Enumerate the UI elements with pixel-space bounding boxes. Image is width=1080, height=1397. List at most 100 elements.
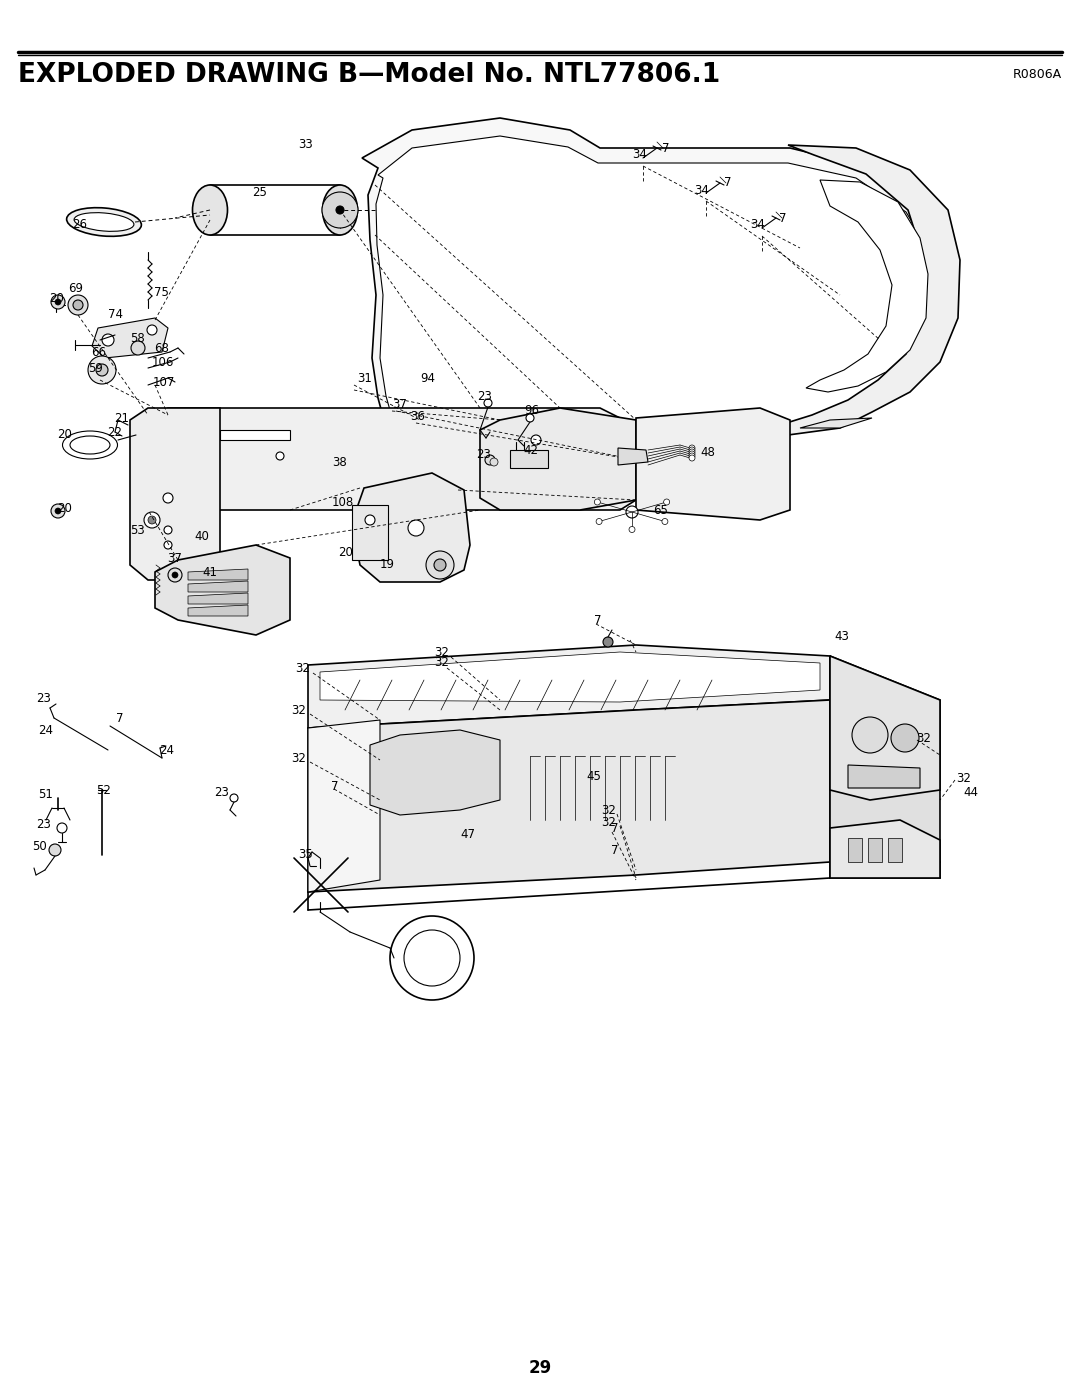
Polygon shape [148, 408, 636, 510]
Text: 23: 23 [214, 785, 229, 799]
Text: 107: 107 [153, 376, 175, 388]
Text: 7: 7 [611, 845, 619, 858]
Text: 32: 32 [434, 657, 449, 669]
Text: 7: 7 [611, 823, 619, 835]
Circle shape [689, 447, 696, 453]
Polygon shape [156, 545, 291, 636]
Circle shape [68, 295, 87, 314]
Circle shape [144, 511, 160, 528]
Circle shape [164, 541, 172, 549]
Polygon shape [636, 408, 789, 520]
Polygon shape [510, 450, 548, 468]
Text: 32: 32 [291, 752, 306, 764]
Circle shape [322, 191, 357, 228]
Polygon shape [220, 430, 291, 440]
Text: 31: 31 [357, 372, 372, 384]
Text: 66: 66 [91, 345, 106, 359]
Text: 94: 94 [420, 372, 435, 384]
Text: 33: 33 [298, 138, 313, 151]
Ellipse shape [67, 208, 141, 236]
Text: 38: 38 [332, 457, 347, 469]
Circle shape [596, 518, 602, 524]
Polygon shape [308, 645, 831, 728]
Text: 41: 41 [202, 567, 217, 580]
Circle shape [51, 504, 65, 518]
Circle shape [689, 451, 696, 457]
Circle shape [163, 493, 173, 503]
Circle shape [484, 400, 492, 407]
Polygon shape [308, 719, 380, 893]
Polygon shape [848, 766, 920, 788]
Polygon shape [800, 418, 872, 427]
Circle shape [168, 569, 183, 583]
Ellipse shape [75, 212, 134, 232]
Text: 24: 24 [38, 725, 53, 738]
Polygon shape [188, 605, 248, 616]
Circle shape [689, 446, 696, 451]
Polygon shape [831, 820, 940, 877]
Polygon shape [831, 657, 940, 800]
Text: 32: 32 [434, 645, 449, 658]
Text: R0806A: R0806A [1013, 68, 1062, 81]
Bar [639, 158, 647, 166]
Circle shape [490, 458, 498, 467]
Text: 45: 45 [586, 771, 600, 784]
Text: 53: 53 [130, 524, 145, 538]
Polygon shape [848, 838, 862, 862]
Circle shape [663, 499, 670, 504]
Circle shape [603, 637, 613, 647]
Ellipse shape [323, 184, 357, 235]
Text: 96: 96 [524, 404, 539, 416]
Circle shape [626, 506, 638, 518]
Circle shape [594, 499, 600, 504]
Text: 50: 50 [32, 840, 46, 852]
Text: 32: 32 [600, 816, 616, 830]
Circle shape [365, 515, 375, 525]
Polygon shape [370, 731, 500, 814]
Text: 34: 34 [632, 148, 647, 162]
Text: 35: 35 [298, 848, 313, 861]
Polygon shape [806, 180, 928, 393]
Circle shape [73, 300, 83, 310]
Text: 20: 20 [338, 545, 353, 559]
Circle shape [49, 844, 60, 856]
Text: 32: 32 [916, 732, 931, 745]
Text: 7: 7 [724, 176, 731, 190]
Polygon shape [188, 592, 248, 604]
Text: 37: 37 [392, 398, 407, 411]
Circle shape [276, 453, 284, 460]
Circle shape [426, 550, 454, 578]
Circle shape [532, 451, 540, 460]
Polygon shape [376, 136, 934, 464]
Polygon shape [188, 569, 248, 580]
Text: 65: 65 [653, 503, 667, 517]
Circle shape [172, 571, 178, 578]
Circle shape [96, 365, 108, 376]
Circle shape [526, 414, 534, 422]
Text: 52: 52 [96, 785, 111, 798]
Bar [758, 228, 766, 236]
Text: 20: 20 [49, 292, 64, 306]
Polygon shape [362, 117, 940, 475]
Text: 22: 22 [107, 426, 122, 439]
Polygon shape [92, 319, 168, 358]
Text: 74: 74 [108, 309, 123, 321]
Circle shape [629, 527, 635, 532]
Circle shape [148, 515, 156, 524]
Text: 34: 34 [750, 218, 765, 232]
Text: 7: 7 [594, 615, 602, 627]
Circle shape [434, 559, 446, 571]
Circle shape [57, 823, 67, 833]
Text: 32: 32 [600, 805, 616, 817]
Circle shape [147, 326, 157, 335]
Text: 42: 42 [523, 443, 538, 457]
Text: 23: 23 [477, 391, 491, 404]
Text: 26: 26 [72, 218, 87, 232]
Circle shape [164, 527, 172, 534]
Polygon shape [780, 145, 960, 434]
Polygon shape [352, 504, 388, 560]
Text: 7: 7 [662, 141, 670, 155]
Text: EXPLODED DRAWING B—Model No. NTL77806.1: EXPLODED DRAWING B—Model No. NTL77806.1 [18, 61, 720, 88]
Circle shape [102, 334, 114, 346]
Circle shape [852, 717, 888, 753]
